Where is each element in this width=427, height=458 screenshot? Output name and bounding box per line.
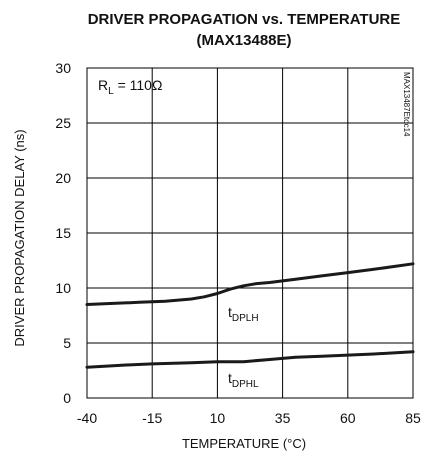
- x-tick-label: 10: [210, 410, 226, 426]
- series-line-tdphl: [85, 350, 415, 369]
- y-tick-label: 15: [55, 225, 71, 241]
- y-tick-label: 20: [55, 170, 71, 186]
- y-axis-ticks: 0 5 10 15 20 25 30: [55, 60, 71, 406]
- x-axis-ticks: -40 -15 10 35 60 85: [77, 410, 421, 426]
- y-tick-label: 10: [55, 280, 71, 296]
- x-tick-label: -15: [142, 410, 162, 426]
- x-tick-label: 35: [275, 410, 291, 426]
- x-tick-label: 60: [340, 410, 356, 426]
- chart-title: DRIVER PROPAGATION vs. TEMPERATURE: [88, 11, 401, 28]
- x-axis-label: TEMPERATURE (°C): [182, 436, 306, 451]
- series-label-tdplh: tDPLH: [228, 304, 259, 324]
- y-tick-label: 30: [55, 60, 71, 76]
- grid: [87, 68, 413, 398]
- plot-frame: [86, 67, 414, 399]
- chart-subtitle: (MAX13488E): [196, 32, 291, 49]
- y-axis-label: DRIVER PROPAGATION DELAY (ns): [12, 129, 27, 346]
- condition-annotation: RL = 110Ω: [98, 77, 162, 97]
- y-tick-label: 5: [63, 335, 71, 351]
- y-tick-label: 0: [63, 390, 71, 406]
- figure-code: MAX13487Etoc14: [402, 72, 411, 137]
- y-tick-label: 25: [55, 115, 71, 131]
- series-group: [85, 262, 415, 369]
- series-label-tdphl: tDPHL: [228, 370, 259, 390]
- x-tick-label: -40: [77, 410, 97, 426]
- x-tick-label: 85: [405, 410, 421, 426]
- series-line-tdplh: [85, 262, 415, 306]
